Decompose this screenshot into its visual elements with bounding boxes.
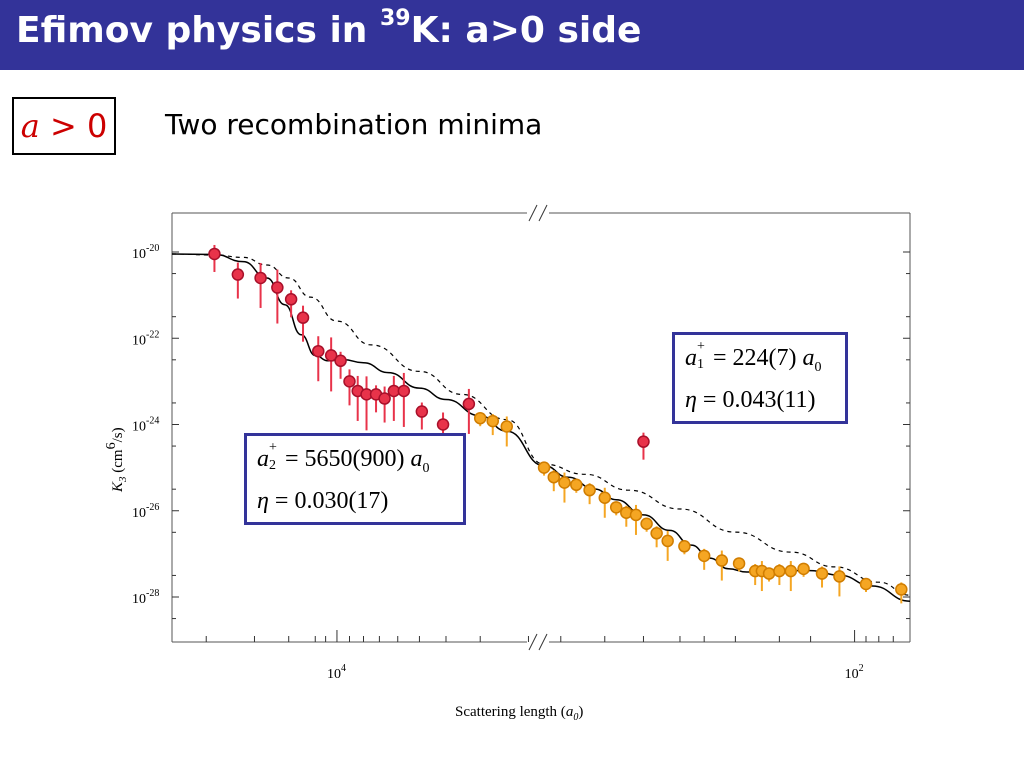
data-point	[254, 271, 267, 285]
theory-curve-dashed	[171, 253, 911, 596]
axis-break-mark	[538, 633, 548, 651]
fit-right-eta: η	[685, 387, 697, 413]
data-point	[859, 577, 873, 591]
data-point	[784, 564, 798, 578]
y-tick-label: 10-28	[132, 588, 159, 607]
fit-left-symbol: a	[257, 446, 269, 472]
data-point	[732, 557, 746, 570]
axis-break-gap	[527, 210, 549, 216]
data-point	[271, 281, 284, 294]
fit-left-eta: η	[257, 488, 269, 514]
fit-right-sup: +	[697, 339, 705, 354]
condition-rest: > 0	[39, 107, 108, 145]
theory-curve-fit	[171, 253, 911, 602]
data-point	[284, 293, 298, 306]
fit-left-line1: a +2 = 5650(900) a0	[257, 440, 430, 476]
fit-right-value: = 224(7)	[707, 345, 803, 371]
data-point	[231, 268, 245, 281]
data-point	[324, 349, 338, 362]
x-axis-label: Scattering length (a0)	[455, 704, 583, 723]
data-point	[678, 540, 691, 553]
condition-var: a	[20, 107, 40, 145]
data-point	[762, 567, 776, 580]
fit-right-line1: a +1 = 224(7) a0	[685, 339, 822, 375]
data-point	[629, 508, 643, 522]
fit-left-value: = 5650(900)	[279, 446, 411, 472]
data-point	[833, 570, 846, 583]
data-point	[715, 554, 729, 567]
data-point	[537, 461, 551, 474]
data-point	[637, 435, 650, 448]
condition-box: a > 0	[12, 97, 116, 155]
axis-break-mark	[538, 204, 548, 222]
data-point	[640, 517, 653, 530]
data-point	[486, 414, 500, 428]
fit-left-eta-value: = 0.030(17)	[268, 488, 389, 514]
data-point	[462, 397, 476, 411]
x-tick-label: 102	[845, 663, 864, 682]
data-point	[697, 549, 711, 563]
title-bar: Efimov physics in 39K: a>0 side	[0, 0, 1024, 70]
fit-left-unit: a	[410, 446, 423, 472]
fit-left-sup: +	[269, 440, 277, 455]
y-tick-label: 10-20	[132, 243, 159, 262]
fit-left-unit-sub: 0	[422, 461, 430, 476]
data-point	[583, 483, 596, 497]
data-point	[547, 470, 561, 484]
fit-left-line2: η = 0.030(17)	[257, 488, 388, 515]
subtitle: Two recombination minima	[165, 108, 543, 141]
fit-right-unit: a	[802, 345, 815, 371]
fit-right-eta-value: = 0.043(11)	[696, 387, 816, 413]
data-point	[609, 501, 623, 514]
data-point	[378, 392, 391, 405]
axis-break-mark	[528, 633, 538, 651]
data-point	[415, 405, 429, 418]
data-point	[773, 564, 786, 578]
y-axis-label: K3 (cm6/s)	[104, 427, 129, 493]
title-isotope: 39	[379, 6, 411, 31]
slide-title: Efimov physics in 39K: a>0 side	[16, 6, 642, 51]
data-point	[500, 420, 514, 433]
data-point	[558, 476, 571, 489]
data-point	[343, 375, 356, 388]
data-point	[797, 562, 810, 576]
fit-box-left: a +2 = 5650(900) a0 η = 0.030(17)	[244, 433, 466, 525]
y-tick-label: 10-26	[132, 502, 159, 521]
data-point	[334, 354, 347, 368]
y-tick-label: 10-22	[132, 329, 159, 348]
y-tick-label: 10-24	[132, 416, 159, 435]
fit-right-symbol: a	[685, 345, 697, 371]
data-point	[815, 567, 829, 580]
fit-box-right: a +1 = 224(7) a0 η = 0.043(11)	[672, 332, 848, 424]
fit-right-unit-sub: 0	[814, 360, 822, 375]
data-point	[397, 384, 411, 398]
title-prefix: Efimov physics in	[16, 10, 380, 51]
data-point	[473, 411, 487, 425]
data-point	[312, 344, 325, 358]
data-point	[650, 527, 663, 540]
data-point	[895, 583, 908, 596]
axis-break-gap	[527, 639, 549, 645]
data-point	[296, 311, 310, 324]
fit-right-line2: η = 0.043(11)	[685, 387, 816, 414]
axis-break-mark	[528, 204, 538, 222]
data-point	[208, 247, 221, 261]
x-tick-label: 104	[327, 663, 346, 682]
title-suffix: K: a>0 side	[410, 10, 642, 51]
fit-right-sub: 1	[697, 357, 704, 372]
data-point	[570, 478, 583, 492]
data-point	[436, 418, 450, 431]
data-point	[598, 491, 612, 505]
fit-left-sub: 2	[269, 458, 276, 473]
data-point	[661, 534, 674, 548]
